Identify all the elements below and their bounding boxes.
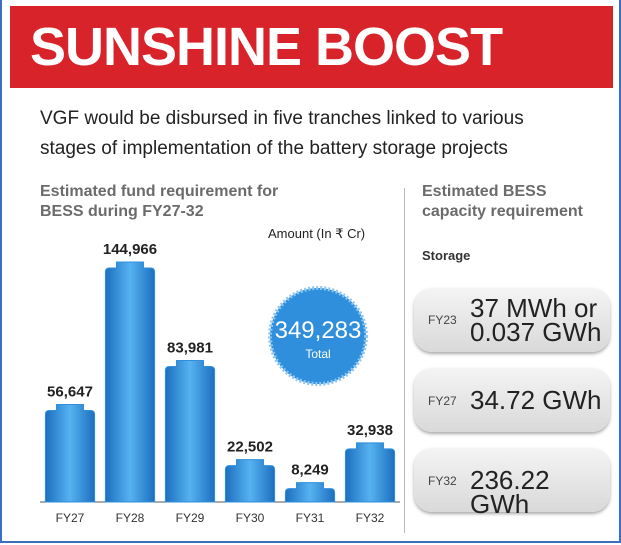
capacity-row xyxy=(414,288,610,352)
divider xyxy=(404,188,405,533)
capacity-year: FY27 xyxy=(428,394,457,408)
x-tick-label: FY31 xyxy=(296,511,325,525)
capacity-year: FY23 xyxy=(428,313,457,327)
value-label: 22,502 xyxy=(227,439,273,456)
title: SUNSHINE BOOST xyxy=(30,17,503,77)
capacity-year: FY32 xyxy=(428,474,457,488)
bar xyxy=(164,359,216,503)
x-tick-label: FY28 xyxy=(116,511,145,525)
bar xyxy=(344,442,396,503)
header-band xyxy=(10,6,613,88)
chart-title: Estimated fund requirement for BESS duri… xyxy=(40,183,279,220)
subtitle: VGF would be disbursed in five tranches … xyxy=(40,108,524,159)
capacity-amount: 34.72 GWh xyxy=(470,385,602,415)
x-tick-label: FY30 xyxy=(236,511,265,525)
capacity-row xyxy=(414,368,610,432)
bar xyxy=(284,482,336,503)
value-label: 8,249 xyxy=(291,462,329,479)
bar xyxy=(44,404,96,503)
x-tick-label: FY27 xyxy=(56,511,85,525)
unit-label: Amount (In ₹ Cr) xyxy=(268,226,366,241)
x-tick-label: FY29 xyxy=(176,511,205,525)
capacity-title: Estimated BESS capacity requirement xyxy=(422,183,583,220)
value-label: 56,647 xyxy=(47,384,93,401)
bar xyxy=(104,261,156,503)
value-label: 144,966 xyxy=(103,241,157,258)
total-value: 349,283 xyxy=(275,317,362,344)
total-label: Total xyxy=(305,347,330,361)
x-tick-label: FY32 xyxy=(356,511,385,525)
capacity-amount: 236.22 GWh xyxy=(470,465,550,519)
capacity-subtitle: Storage xyxy=(422,248,471,263)
value-label: 83,981 xyxy=(167,339,213,356)
value-label: 32,938 xyxy=(347,422,393,439)
bar xyxy=(224,459,276,503)
total-badge xyxy=(268,286,368,386)
capacity-row xyxy=(414,448,610,512)
capacity-amount: 37 MWh or 0.037 GWh xyxy=(470,293,602,347)
